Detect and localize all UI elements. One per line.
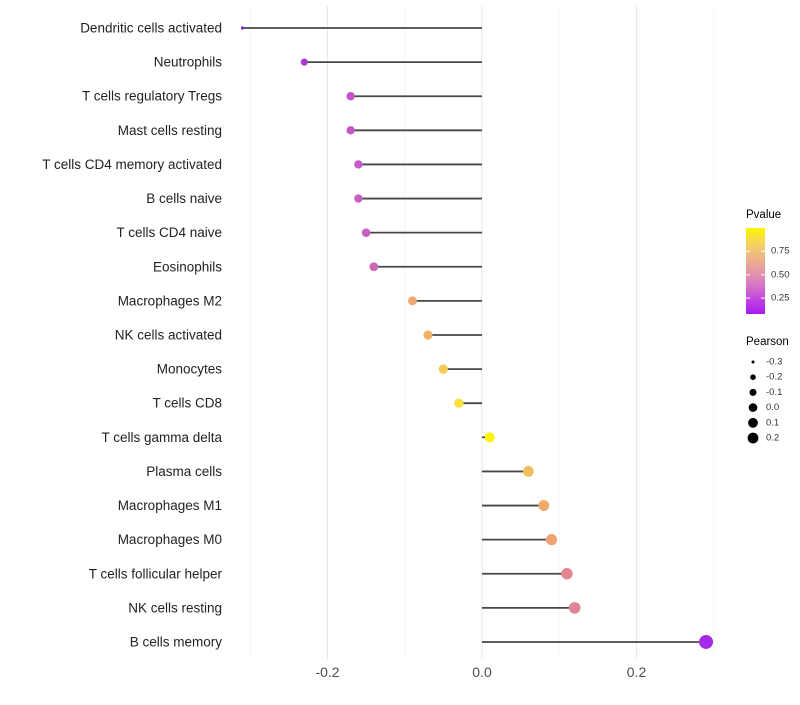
pearson-size-label: -0.3 <box>766 357 782 368</box>
category-label: B cells memory <box>130 634 223 649</box>
legend-pearson: Pearson -0.3 -0.2 -0.1 0.0 0.1 0.2 <box>746 336 789 444</box>
pearson-legend-items: -0.3 -0.2 -0.1 0.0 0.1 0.2 <box>747 357 782 444</box>
pvalue-legend-title: Pvalue <box>746 209 781 221</box>
category-axis-labels: Dendritic cells activated Neutrophils T ce… <box>42 21 222 650</box>
pearson-size-label: 0.2 <box>766 433 779 444</box>
pvalue-tick-label: 0.75 <box>771 246 790 257</box>
stems <box>242 27 707 643</box>
category-label: T cells gamma delta <box>101 430 222 445</box>
category-label: Dendritic cells activated <box>80 21 222 36</box>
category-label: Mast cells resting <box>118 123 222 138</box>
gridlines-major <box>327 6 637 659</box>
lollipop-dot <box>423 330 433 340</box>
category-label: Macrophages M0 <box>118 532 222 547</box>
lollipop-dot <box>538 500 550 512</box>
lollipop-dot <box>438 364 448 374</box>
category-label: Monocytes <box>157 362 223 377</box>
pvalue-gradient-bar <box>746 228 765 314</box>
x-axis-tick-labels: -0.2 0.0 0.2 <box>315 664 646 680</box>
lollipop-dot <box>240 26 245 30</box>
pvalue-tick-label: 0.50 <box>771 269 790 280</box>
lollipop-dot <box>300 58 308 66</box>
category-label: T cells regulatory Tregs <box>82 89 222 104</box>
pearson-size-label: 0.1 <box>766 417 779 428</box>
lollipop-dot <box>568 602 581 614</box>
lollipop-dot <box>484 432 495 443</box>
legend-pvalue: Pvalue 0.75 0.50 0.25 <box>746 209 790 314</box>
category-label: Eosinophils <box>153 259 222 274</box>
pearson-legend-title: Pearson <box>746 336 789 348</box>
category-label: T cells CD4 naive <box>116 225 222 240</box>
lollipop-dot <box>354 160 363 169</box>
category-label: Macrophages M2 <box>118 293 222 308</box>
category-label: T cells CD4 memory activated <box>42 157 222 172</box>
pearson-size-label: -0.1 <box>766 387 782 398</box>
category-label: Neutrophils <box>154 55 223 70</box>
pvalue-tick-label: 0.25 <box>771 293 790 304</box>
category-label: NK cells resting <box>128 600 222 615</box>
pearson-size-dot <box>747 432 759 444</box>
lollipop-dot <box>361 228 371 237</box>
category-label: T cells CD8 <box>152 396 222 411</box>
category-label: Macrophages M1 <box>118 498 222 513</box>
pearson-size-label: 0.0 <box>766 402 779 413</box>
category-label: B cells naive <box>146 191 222 206</box>
category-label: Plasma cells <box>146 464 222 479</box>
category-label: T cells follicular helper <box>89 566 223 581</box>
lollipop-dot <box>346 126 355 135</box>
gridlines-minor <box>249 6 715 659</box>
pearson-size-dot <box>749 388 757 396</box>
lollipop-dot <box>407 296 417 306</box>
pearson-size-dot <box>751 360 755 364</box>
pearson-size-dot <box>748 403 758 412</box>
lollipop-dot <box>346 92 355 101</box>
dots <box>240 26 714 649</box>
lollipop-dot <box>561 568 573 580</box>
pearson-size-label: -0.2 <box>766 372 782 383</box>
x-tick-label: -0.2 <box>315 664 339 680</box>
lollipop-dot <box>545 534 558 546</box>
pearson-size-dot <box>748 417 758 428</box>
category-label: NK cells activated <box>115 327 222 342</box>
pvalue-legend-ticks: 0.75 0.50 0.25 <box>746 246 790 304</box>
x-tick-label: 0.0 <box>472 664 492 680</box>
lollipop-dot <box>522 466 534 477</box>
lollipop-dot <box>454 398 464 408</box>
x-tick-label: 0.2 <box>627 664 647 680</box>
lollipop-dot <box>699 634 714 649</box>
pearson-size-dot <box>750 374 756 381</box>
lollipop-dot <box>369 262 379 272</box>
lollipop-dot <box>354 194 363 203</box>
